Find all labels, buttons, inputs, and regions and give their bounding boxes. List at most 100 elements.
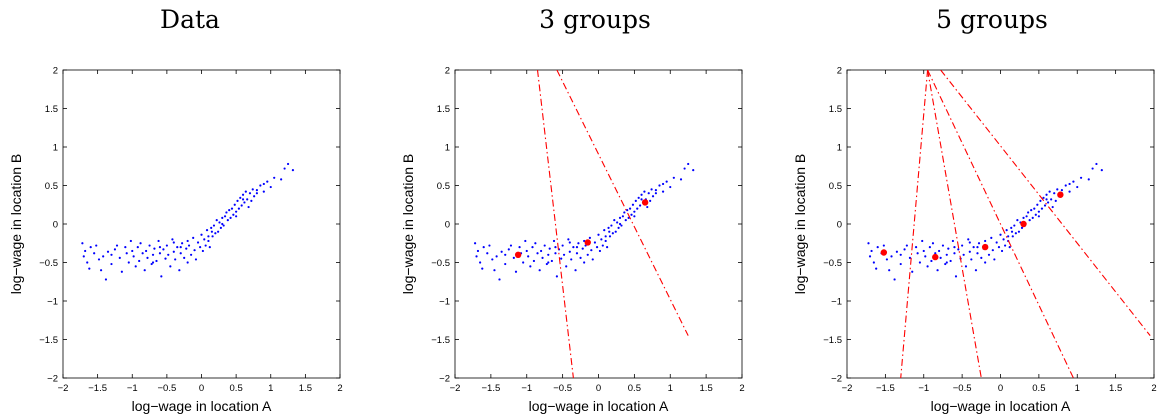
data-point bbox=[590, 249, 593, 252]
data-point bbox=[165, 244, 168, 247]
data-point bbox=[581, 247, 584, 250]
group-centroid bbox=[584, 239, 591, 246]
data-point bbox=[600, 238, 603, 241]
data-point bbox=[604, 235, 607, 238]
chart-panel-3: 5 groups −2 −1.5 −1 −0.5 0 0.5 1 1.5 2 −2 −1.5 −1 −0.… bbox=[792, 5, 1157, 414]
data-point bbox=[1053, 192, 1056, 195]
data-point bbox=[899, 253, 902, 256]
data-point bbox=[555, 275, 558, 278]
data-point bbox=[548, 247, 551, 250]
data-point bbox=[601, 244, 604, 247]
chart-title: 5 groups bbox=[936, 5, 1048, 34]
data-point bbox=[176, 246, 179, 249]
data-point bbox=[565, 265, 568, 268]
data-point bbox=[186, 239, 189, 243]
data-point bbox=[204, 244, 207, 247]
data-point bbox=[512, 256, 515, 259]
group-boundary-line bbox=[940, 70, 1151, 336]
x-tick-label: −1 bbox=[521, 383, 532, 394]
data-point bbox=[178, 269, 181, 272]
data-point bbox=[1054, 199, 1057, 202]
data-point bbox=[1008, 246, 1011, 249]
data-point bbox=[970, 258, 973, 261]
data-point bbox=[259, 184, 262, 187]
data-point bbox=[991, 249, 994, 252]
data-point bbox=[124, 246, 127, 249]
group-boundary-line bbox=[556, 70, 689, 336]
data-point bbox=[604, 239, 607, 243]
data-point bbox=[120, 270, 123, 273]
x-tick-label: 1.5 bbox=[299, 383, 312, 394]
data-point bbox=[692, 169, 695, 172]
data-point bbox=[967, 238, 970, 241]
data-point bbox=[683, 167, 686, 170]
data-point bbox=[172, 250, 175, 253]
data-point bbox=[167, 253, 170, 256]
data-point bbox=[1079, 176, 1083, 179]
data-point bbox=[262, 190, 265, 193]
data-point bbox=[225, 211, 228, 214]
data-point bbox=[618, 216, 622, 219]
data-point bbox=[504, 253, 507, 256]
y-tick-label: 0 bbox=[53, 220, 58, 231]
data-point bbox=[486, 252, 489, 255]
y-tick-label: 1 bbox=[53, 143, 58, 154]
data-point bbox=[977, 242, 981, 245]
data-point bbox=[162, 248, 165, 251]
data-point bbox=[266, 180, 269, 183]
data-point bbox=[532, 259, 536, 263]
data-point bbox=[1022, 216, 1025, 219]
data-point bbox=[610, 224, 613, 227]
x-tick-label: −1.5 bbox=[481, 383, 500, 394]
data-point bbox=[974, 269, 978, 272]
data-point bbox=[1002, 238, 1005, 241]
data-point bbox=[248, 192, 252, 195]
data-point bbox=[616, 221, 619, 224]
data-point bbox=[1030, 209, 1033, 212]
y-tick-label: 1 bbox=[445, 143, 450, 154]
data-point bbox=[620, 224, 623, 227]
data-point bbox=[110, 253, 113, 256]
data-point bbox=[953, 252, 956, 255]
data-point bbox=[560, 257, 563, 260]
data-point bbox=[1010, 230, 1014, 233]
data-point bbox=[899, 262, 902, 266]
data-point bbox=[1045, 193, 1048, 196]
group-boundary-line bbox=[900, 70, 929, 378]
data-point bbox=[221, 216, 224, 219]
data-point bbox=[171, 238, 174, 241]
data-point bbox=[550, 259, 553, 263]
data-point bbox=[1028, 219, 1031, 222]
data-point bbox=[210, 230, 213, 233]
data-point bbox=[226, 219, 229, 222]
data-point bbox=[141, 252, 144, 255]
data-point bbox=[1068, 182, 1071, 186]
data-point bbox=[961, 244, 964, 247]
data-point bbox=[240, 204, 243, 207]
x-tick-label: 0 bbox=[596, 383, 601, 394]
y-tick-label: 0 bbox=[837, 220, 842, 231]
data-point bbox=[514, 270, 518, 273]
data-point bbox=[637, 196, 640, 199]
data-point bbox=[972, 246, 975, 249]
data-point bbox=[968, 250, 971, 253]
y-tick-label: 2 bbox=[445, 66, 450, 77]
data-point bbox=[922, 249, 925, 253]
data-point bbox=[244, 190, 247, 193]
data-point bbox=[207, 239, 210, 243]
data-point bbox=[954, 275, 958, 278]
data-point bbox=[1045, 198, 1048, 201]
data-point bbox=[192, 236, 195, 239]
data-point bbox=[221, 222, 224, 226]
data-point bbox=[253, 195, 256, 198]
data-point bbox=[82, 255, 85, 258]
data-point bbox=[647, 192, 650, 195]
data-point bbox=[949, 259, 952, 263]
data-point bbox=[500, 250, 503, 253]
data-point bbox=[567, 238, 570, 241]
data-point bbox=[475, 255, 478, 258]
data-point bbox=[640, 198, 643, 201]
plot-area bbox=[81, 162, 295, 281]
x-tick-label: 1 bbox=[268, 383, 273, 394]
